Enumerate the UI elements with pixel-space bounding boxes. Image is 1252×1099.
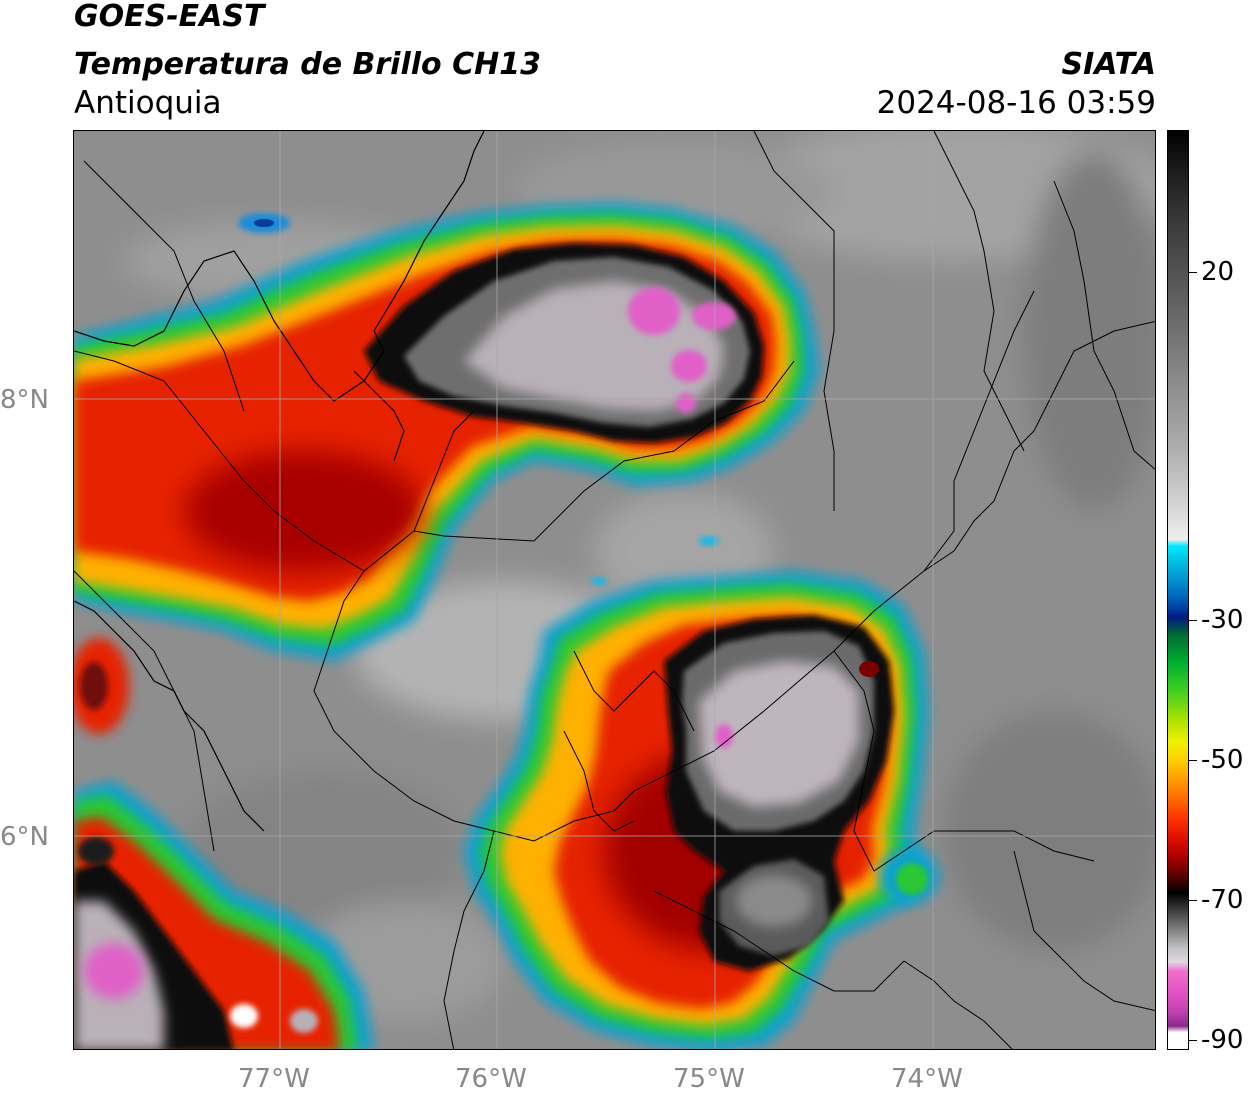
isolated-cells — [238, 213, 719, 585]
lon-tick-74w: 74°W — [891, 1064, 963, 1094]
colorbar-tick — [1189, 1040, 1197, 1041]
colorbar-label-20: 20 — [1201, 257, 1235, 287]
colorbar-label-minus70: -70 — [1201, 885, 1244, 915]
lat-tick-8n: 8°N — [0, 385, 49, 415]
region-label: Antioquia — [74, 85, 222, 121]
lon-tick-76w: 76°W — [455, 1064, 527, 1094]
admin-borders — [74, 131, 1155, 1049]
coastline — [74, 131, 485, 832]
southwest-storm — [74, 638, 374, 1049]
northern-storm — [74, 203, 819, 661]
colorbar — [1167, 130, 1189, 1050]
southern-storm — [464, 571, 939, 1049]
lat-tick-6n: 6°N — [0, 822, 49, 852]
colorbar-tick — [1189, 760, 1197, 761]
colorbar-tick — [1189, 900, 1197, 901]
timestamp-label: 2024-08-16 03:59 — [876, 85, 1156, 121]
overshooting-top-south — [715, 724, 733, 748]
graticule — [74, 131, 1155, 1049]
lon-tick-77w: 77°W — [238, 1064, 310, 1094]
colorbar-tick — [1189, 272, 1197, 273]
satellite-image — [74, 131, 1155, 1049]
colorbar-label-minus30: -30 — [1201, 605, 1244, 635]
brand-label: SIATA — [1061, 47, 1156, 82]
overshooting-top — [628, 287, 680, 335]
colorbar-tick — [1189, 620, 1197, 621]
colorbar-label-minus90: -90 — [1201, 1025, 1244, 1055]
satellite-map[interactable] — [73, 130, 1156, 1050]
lon-tick-75w: 75°W — [673, 1064, 745, 1094]
cloud-texture — [124, 131, 1155, 1021]
colorbar-label-minus50: -50 — [1201, 745, 1244, 775]
map-title: GOES-EAST — [74, 0, 265, 34]
map-subtitle: Temperatura de Brillo CH13 — [74, 47, 541, 82]
